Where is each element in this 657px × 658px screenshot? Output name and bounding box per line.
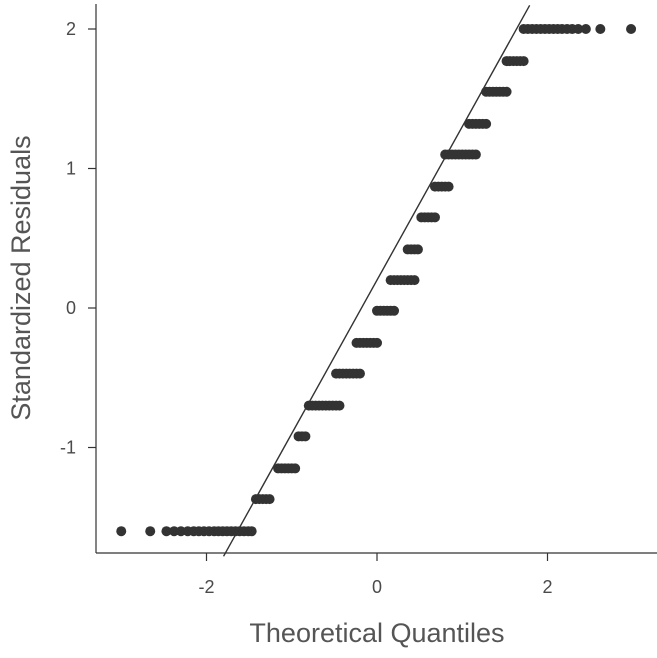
y-tick-label: 1 (66, 159, 76, 179)
y-axis-label: Standardized Residuals (6, 135, 36, 420)
data-point (334, 400, 345, 411)
data-point (470, 149, 481, 160)
reference-line (222, 4, 531, 557)
data-point (481, 118, 492, 129)
y-tick-label: -1 (60, 438, 76, 458)
data-point (518, 56, 529, 67)
y-axis-ticks: -1 0 1 2 (60, 19, 96, 458)
data-point (429, 212, 440, 223)
points-layer (116, 24, 637, 537)
x-tick-label: 2 (542, 577, 552, 597)
data-point (389, 305, 400, 316)
data-point (580, 24, 591, 34)
data-point (409, 275, 420, 286)
data-point (264, 494, 275, 505)
x-axis-ticks: -2 0 2 (198, 553, 553, 597)
data-point (501, 86, 512, 97)
data-point (626, 24, 637, 34)
y-tick-label: 2 (66, 19, 76, 39)
data-point (372, 337, 382, 348)
data-point (161, 526, 172, 537)
data-point (246, 526, 257, 537)
data-point (354, 368, 365, 379)
data-point (595, 24, 606, 34)
data-point (116, 526, 127, 537)
y-tick-label: 0 (66, 298, 76, 318)
x-axis-label: Theoretical Quantiles (249, 618, 504, 648)
data-point (290, 463, 301, 474)
x-tick-label: -2 (198, 577, 214, 597)
data-point (300, 431, 311, 442)
data-point (443, 181, 454, 192)
x-tick-label: 0 (372, 577, 382, 597)
data-point (145, 526, 156, 537)
data-point (412, 244, 423, 255)
data-point (573, 24, 584, 34)
